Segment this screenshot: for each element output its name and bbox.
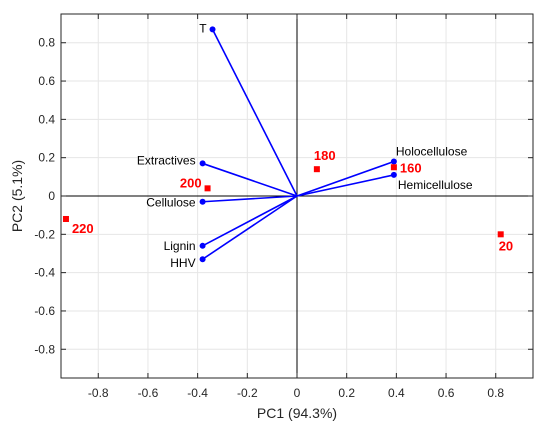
vector-label: Hemicellulose [398, 178, 473, 192]
y-tick-label: 0.2 [38, 151, 55, 165]
vector-label: Lignin [164, 239, 196, 253]
vector-label: Extractives [137, 153, 196, 167]
observation-points: 180 160 200 220 20 [62, 148, 513, 253]
observation-marker [62, 215, 69, 222]
vector-line [202, 162, 298, 197]
y-axis-ticks: -0.8 -0.6 -0.4 -0.2 0 0.2 0.4 0.6 0.8 [34, 36, 533, 356]
y-tick-label: -0.2 [34, 227, 55, 241]
observation-label: 220 [72, 221, 94, 236]
observation-marker [497, 231, 504, 238]
observation-label: 180 [314, 148, 336, 163]
vector-tip [209, 26, 216, 33]
y-tick-label: -0.8 [34, 342, 55, 356]
vector-line [202, 195, 298, 203]
x-tick-label: -0.2 [237, 386, 258, 400]
vector-line [202, 195, 298, 260]
x-tick-label: -0.6 [138, 386, 159, 400]
x-tick-label: -0.8 [88, 386, 109, 400]
x-tick-label: 0.2 [338, 386, 355, 400]
y-axis-title: PC2 (5.1%) [9, 160, 25, 232]
x-tick-label: 0 [294, 386, 301, 400]
vector-line [202, 195, 298, 247]
x-tick-label: 0.6 [438, 386, 455, 400]
vector-label: Cellulose [146, 196, 196, 210]
y-tick-label: -0.6 [34, 304, 55, 318]
vector-label: HHV [170, 256, 195, 270]
vector-line [296, 160, 395, 197]
y-tick-label: 0 [48, 189, 55, 203]
vector-line [296, 174, 395, 197]
y-tick-label: 0.8 [38, 36, 55, 50]
y-tick-label: 0.4 [38, 112, 55, 126]
y-tick-label: -0.4 [34, 266, 55, 280]
vector-tip [390, 171, 397, 178]
vector-tip [199, 242, 206, 249]
vector-label: T [199, 21, 207, 35]
vector-label: Holocellulose [396, 145, 468, 159]
observation-marker [313, 166, 320, 173]
x-tick-label: -0.4 [187, 386, 208, 400]
loading-vectors: T Extractives Cellulose Lignin HHV Holocellul… [137, 21, 473, 270]
observation-label: 160 [400, 160, 422, 175]
observation-marker [390, 164, 397, 171]
observation-label: 20 [499, 238, 513, 253]
y-tick-label: 0.6 [38, 74, 55, 88]
vector-tip [199, 160, 206, 167]
vector-tip [390, 158, 397, 165]
x-axis-title: PC1 (94.3%) [257, 405, 337, 421]
x-tick-label: 0.8 [487, 386, 504, 400]
vector-line [211, 28, 298, 197]
vector-tip [199, 198, 206, 205]
observation-marker [204, 185, 211, 192]
observation-label: 200 [180, 175, 202, 190]
x-tick-label: 0.4 [388, 386, 405, 400]
x-axis-ticks: -0.8 -0.6 -0.4 -0.2 0 0.2 0.4 0.6 0.8 [88, 14, 504, 400]
vector-tip [199, 256, 206, 263]
